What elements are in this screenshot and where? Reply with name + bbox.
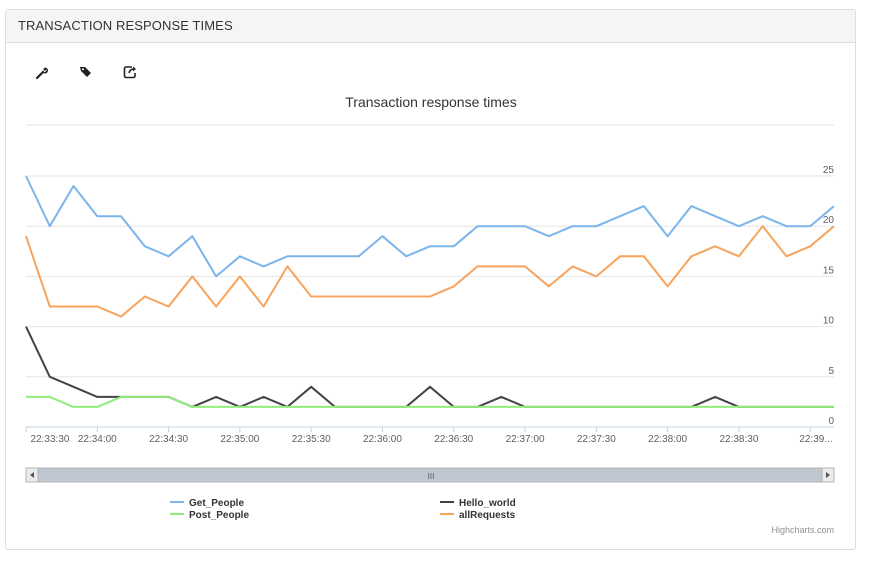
chart-panel: TRANSACTION RESPONSE TIMES — [5, 9, 856, 550]
tag-icon[interactable] — [78, 64, 96, 82]
share-icon[interactable] — [122, 64, 140, 82]
wrench-icon[interactable] — [34, 64, 52, 82]
panel-title: TRANSACTION RESPONSE TIMES — [6, 10, 855, 43]
